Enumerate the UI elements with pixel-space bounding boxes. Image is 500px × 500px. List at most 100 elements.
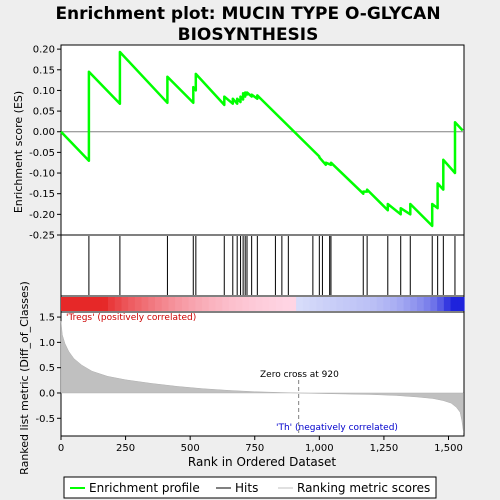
x-tick-label: 500 (181, 443, 200, 454)
x-tick-label: 1,000 (305, 443, 334, 454)
color-bar-segment (410, 297, 418, 311)
legend-enrichment-label: Enrichment profile (89, 481, 200, 495)
color-bar-segment (316, 297, 324, 311)
enrichment-profile-line (60, 50, 464, 228)
color-bar-segment (94, 297, 102, 311)
rank-color-bar (61, 297, 465, 311)
es-panel (60, 44, 465, 236)
color-bar-segment (108, 297, 116, 311)
color-bar-segment (376, 297, 384, 311)
metric-y-tick-label: 0.0 (39, 388, 55, 399)
x-tick-label: 750 (245, 443, 264, 454)
color-bar-segment (242, 297, 250, 311)
color-bar-segment (114, 297, 123, 311)
color-bar-segment (87, 297, 96, 311)
metric-y-tick-label: 1.0 (39, 338, 55, 349)
color-bar-segment (457, 297, 465, 311)
color-bar-segment (195, 297, 203, 311)
x-tick-label: 250 (116, 443, 135, 454)
negative-class-label: 'Th' (negatively correlated) (276, 423, 398, 433)
es-y-tick-label: -0.15 (29, 189, 55, 200)
es-y-tick-label: -0.20 (29, 210, 55, 221)
color-bar-segment (437, 297, 445, 311)
es-axis-label: Enrichment score (ES) (12, 91, 25, 213)
color-bar-segment (141, 297, 149, 311)
color-bar-segment (430, 297, 438, 311)
color-bar-segment (255, 297, 264, 311)
hits-group (88, 236, 456, 295)
color-bar-segment (249, 297, 257, 311)
es-y-tick-label: 0.20 (33, 45, 55, 56)
color-bar-segment (74, 297, 82, 311)
metric-y-tick-label: -0.5 (35, 414, 55, 425)
color-bar-segment (443, 297, 452, 311)
color-bar-segment (81, 297, 89, 311)
hits-panel (60, 234, 465, 297)
color-bar-segment (128, 297, 136, 311)
color-bar-segment (269, 297, 277, 311)
x-tick-label: 0 (58, 443, 64, 454)
x-axis: 0 250 500 750 1,000 1,250 1,500 (58, 436, 463, 454)
es-y-tick-label: -0.05 (29, 148, 55, 159)
color-bar-segment (235, 297, 243, 311)
color-bar-segment (369, 297, 378, 311)
es-y-axis: 0.20 0.15 0.10 0.05 0.00 -0.05 -0.10 -0.15 -0.20… (29, 45, 61, 242)
ranking-metric-fill (60, 321, 464, 433)
ranking-metric-area (60, 321, 464, 433)
es-y-tick-label: -0.25 (29, 231, 55, 242)
metric-y-tick-label: 1.5 (39, 313, 55, 324)
color-bar-segment (296, 297, 304, 311)
zero-cross-label: Zero cross at 920 (260, 370, 339, 380)
metric-axis-label: Ranked list metric (Diff_of_Classes) (18, 281, 31, 475)
color-bar-segment (228, 297, 237, 311)
color-bar-segment (188, 297, 196, 311)
x-tick-label: 1,500 (434, 443, 463, 454)
color-bar-segment (67, 297, 76, 311)
color-bar-segment (302, 297, 311, 311)
color-bar-segment (148, 297, 156, 311)
enrichment-profile-path (60, 50, 464, 228)
metric-y-tick-label: 0.5 (39, 363, 55, 374)
color-bar-segment (175, 297, 183, 311)
color-bar-segment (215, 297, 223, 311)
color-bar-segment (309, 297, 317, 311)
color-bar-segment (322, 297, 331, 311)
color-bar-segment (101, 297, 109, 311)
color-bar-segment (61, 297, 69, 311)
color-bar-segment (329, 297, 337, 311)
es-y-tick-label: 0.00 (33, 127, 55, 138)
color-bar-segment (403, 297, 411, 311)
x-axis-label: Rank in Ordered Dataset (188, 455, 336, 469)
color-bar-segment (222, 297, 230, 311)
color-bar-segment (155, 297, 163, 311)
color-bar-segment (134, 297, 143, 311)
color-bar-segment (275, 297, 284, 311)
legend-metric-label: Ranking metric scores (297, 481, 430, 495)
legend-box (63, 476, 437, 499)
color-bar-segment (396, 297, 405, 311)
color-bar-segment (161, 297, 170, 311)
color-bar-segment (202, 297, 210, 311)
chart-title-line1: Enrichment plot: MUCIN TYPE O-GLYCAN (55, 4, 440, 24)
color-bar-segment (208, 297, 217, 311)
color-bar-segment (356, 297, 364, 311)
color-bar-segment (282, 297, 290, 311)
positive-class-label: 'Tregs' (positively correlated) (66, 313, 196, 323)
chart-title-line2: BIOSYNTHESIS (178, 25, 319, 45)
color-bar-segment (343, 297, 351, 311)
color-bar-segment (262, 297, 270, 311)
color-bar-segment (349, 297, 358, 311)
color-bar-segment (383, 297, 391, 311)
color-bar-segment (121, 297, 129, 311)
x-tick-label: 1,250 (370, 443, 399, 454)
es-y-tick-label: 0.05 (33, 107, 55, 118)
es-y-tick-label: -0.10 (29, 169, 55, 180)
metric-y-axis: 1.5 1.0 0.5 0.0 -0.5 (35, 313, 61, 425)
color-bar-segment (450, 297, 458, 311)
color-bar-segment (336, 297, 344, 311)
es-y-tick-label: 0.15 (33, 65, 55, 76)
color-bar-segment (423, 297, 432, 311)
es-y-tick-label: 0.10 (33, 86, 55, 97)
color-bar-segment (416, 297, 425, 311)
